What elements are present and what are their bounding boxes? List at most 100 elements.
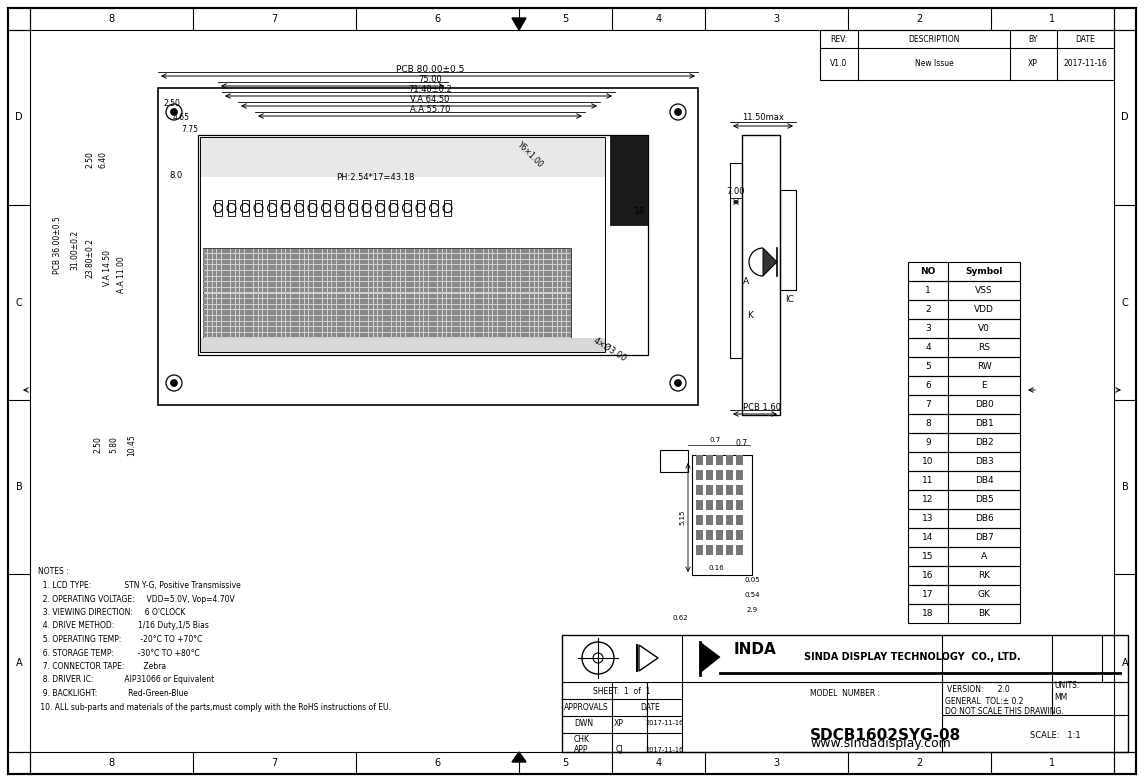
Bar <box>208 321 212 326</box>
Bar <box>286 293 289 298</box>
Bar <box>379 310 382 315</box>
Bar <box>327 254 332 259</box>
Bar <box>341 305 345 310</box>
Bar <box>530 254 534 259</box>
Text: SHEET:  1  of  1: SHEET: 1 of 1 <box>594 687 651 697</box>
Bar <box>466 310 469 315</box>
Bar <box>236 316 239 321</box>
Bar <box>227 328 230 332</box>
Text: DATE: DATE <box>1075 34 1095 44</box>
Bar <box>692 455 752 575</box>
Bar <box>438 300 442 303</box>
Text: VDD: VDD <box>974 305 994 314</box>
Bar <box>908 509 1020 528</box>
Bar <box>200 338 605 353</box>
Bar <box>493 300 496 303</box>
Bar <box>908 547 1020 566</box>
Bar <box>245 249 248 253</box>
Bar <box>383 254 387 259</box>
Bar <box>557 265 562 270</box>
Bar <box>295 328 299 332</box>
Bar <box>259 293 262 298</box>
Bar <box>313 316 318 321</box>
Bar <box>470 277 474 282</box>
Text: New Issue: New Issue <box>914 59 953 69</box>
Bar <box>534 249 539 253</box>
Bar <box>484 249 487 253</box>
Bar <box>272 305 276 310</box>
Text: Y6×1.00: Y6×1.00 <box>515 140 545 170</box>
Bar <box>236 288 239 292</box>
Bar <box>281 288 285 292</box>
Text: 15: 15 <box>922 552 934 561</box>
Bar <box>447 321 451 326</box>
Bar <box>245 265 248 270</box>
Bar <box>521 271 525 275</box>
Bar <box>502 282 506 287</box>
Bar <box>534 254 539 259</box>
Bar <box>498 316 501 321</box>
Bar <box>249 288 253 292</box>
Bar <box>254 265 257 270</box>
Bar <box>236 277 239 282</box>
Bar <box>418 200 424 216</box>
Bar <box>236 260 239 264</box>
Bar <box>511 321 515 326</box>
Bar <box>548 271 553 275</box>
Bar <box>245 316 248 321</box>
Bar <box>475 310 478 315</box>
Bar <box>429 293 432 298</box>
Bar <box>291 271 294 275</box>
Text: 0.05: 0.05 <box>745 577 760 583</box>
Bar <box>341 277 345 282</box>
Bar <box>341 249 345 253</box>
Bar <box>521 277 525 282</box>
Bar <box>236 328 239 332</box>
Bar <box>397 333 400 338</box>
Bar <box>272 293 276 298</box>
Bar <box>323 288 327 292</box>
Text: Symbol: Symbol <box>966 267 1002 276</box>
Text: INDA: INDA <box>734 641 777 657</box>
Bar <box>470 254 474 259</box>
Bar <box>345 282 350 287</box>
Bar <box>277 300 280 303</box>
Bar <box>452 305 455 310</box>
Bar <box>277 321 280 326</box>
Text: 75.00: 75.00 <box>418 76 442 84</box>
Text: 4×Ø3.00: 4×Ø3.00 <box>591 336 628 364</box>
Bar <box>374 277 378 282</box>
Text: 5.15: 5.15 <box>680 510 685 526</box>
Bar <box>534 260 539 264</box>
Text: 2.50: 2.50 <box>86 152 95 168</box>
Bar <box>323 293 327 298</box>
Bar <box>696 500 704 510</box>
Bar <box>268 277 271 282</box>
Bar <box>351 265 355 270</box>
Bar <box>323 333 327 338</box>
Bar <box>406 321 410 326</box>
Bar <box>327 288 332 292</box>
Bar <box>360 271 364 275</box>
Bar <box>277 254 280 259</box>
Bar <box>345 277 350 282</box>
Bar <box>726 530 733 540</box>
Bar <box>281 316 285 321</box>
Bar <box>222 254 225 259</box>
Bar <box>402 293 405 298</box>
Bar <box>249 305 253 310</box>
Bar <box>415 293 419 298</box>
Bar <box>249 260 253 264</box>
Bar <box>521 254 525 259</box>
Bar <box>204 254 207 259</box>
Bar <box>272 300 276 303</box>
Bar <box>295 282 299 287</box>
Bar <box>479 293 483 298</box>
Bar <box>388 254 391 259</box>
Bar <box>336 249 341 253</box>
Bar <box>397 328 400 332</box>
Bar <box>263 282 267 287</box>
Text: K: K <box>747 310 753 320</box>
Bar <box>511 277 515 282</box>
Bar <box>318 282 323 287</box>
